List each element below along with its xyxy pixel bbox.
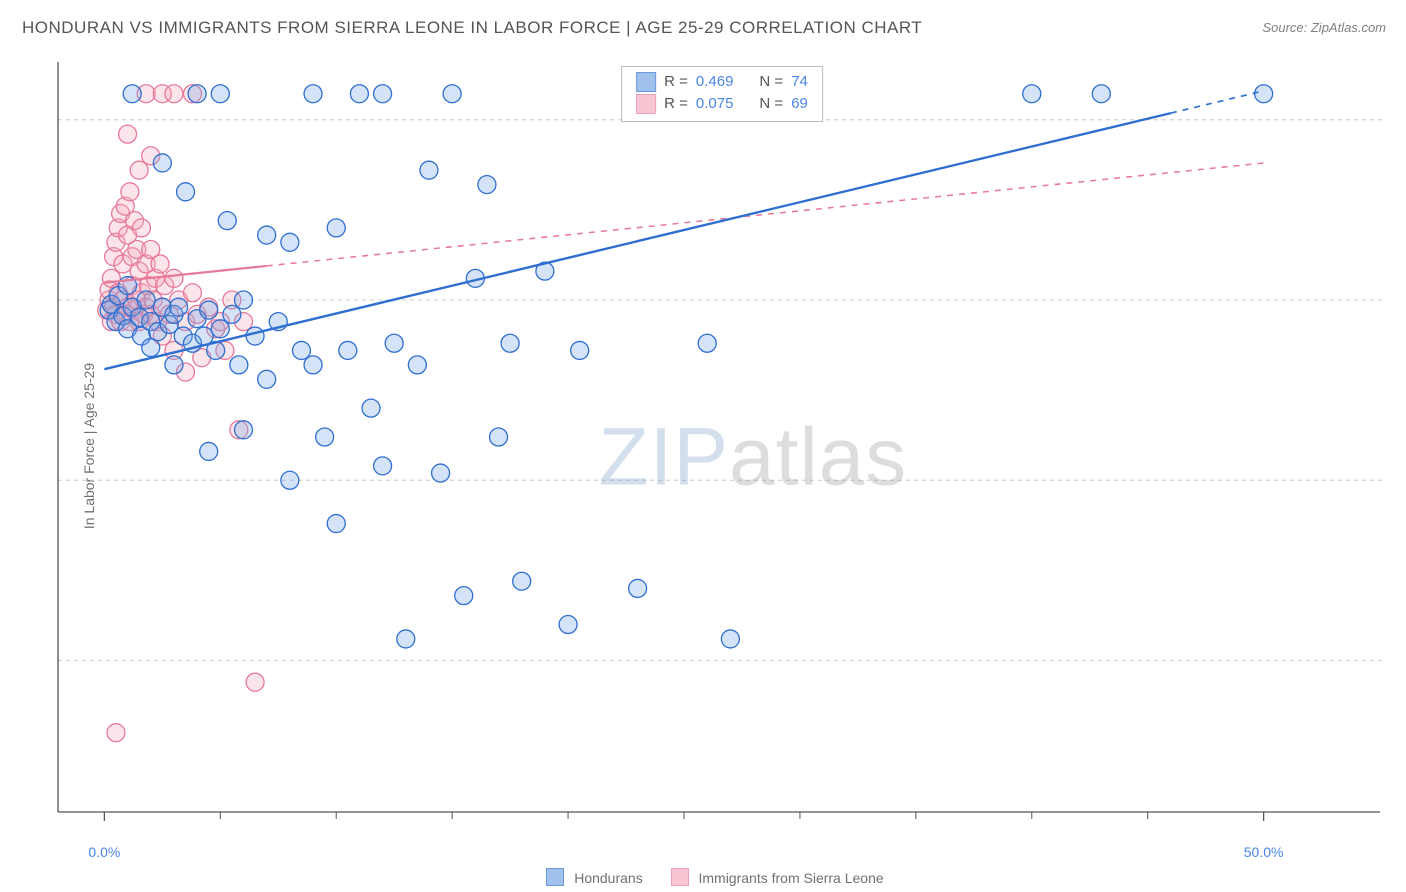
chart-source: Source: ZipAtlas.com — [1262, 20, 1386, 35]
n-value-sierra-leone: 69 — [791, 93, 808, 115]
n-label: N = — [759, 71, 783, 93]
legend-swatch-blue — [546, 868, 564, 886]
r-value-hondurans: 0.469 — [696, 71, 734, 93]
n-value-hondurans: 74 — [791, 71, 808, 93]
stats-legend-row-sierra-leone: R = 0.075 N = 69 — [636, 93, 808, 115]
stats-legend-row-hondurans: R = 0.469 N = 74 — [636, 71, 808, 93]
series-legend: Hondurans Immigrants from Sierra Leone — [0, 868, 1406, 886]
legend-swatch-pink — [671, 868, 689, 886]
plot-area: ZIPatlas R = 0.469 N = 74 R = 0.075 N = … — [54, 58, 1390, 838]
r-value-sierra-leone: 0.075 — [696, 93, 734, 115]
legend-label-hondurans: Hondurans — [574, 870, 643, 886]
chart-title: HONDURAN VS IMMIGRANTS FROM SIERRA LEONE… — [22, 18, 922, 38]
legend-label-sierra-leone: Immigrants from Sierra Leone — [698, 870, 883, 886]
r-label: R = — [664, 71, 688, 93]
x-tick-label: 50.0% — [1244, 844, 1284, 860]
n-label: N = — [759, 93, 783, 115]
legend-swatch-blue — [636, 72, 656, 92]
stats-legend: R = 0.469 N = 74 R = 0.075 N = 69 — [621, 66, 823, 122]
legend-swatch-pink — [636, 94, 656, 114]
r-label: R = — [664, 93, 688, 115]
x-tick-label: 0.0% — [88, 844, 120, 860]
chart-svg — [54, 58, 1390, 838]
